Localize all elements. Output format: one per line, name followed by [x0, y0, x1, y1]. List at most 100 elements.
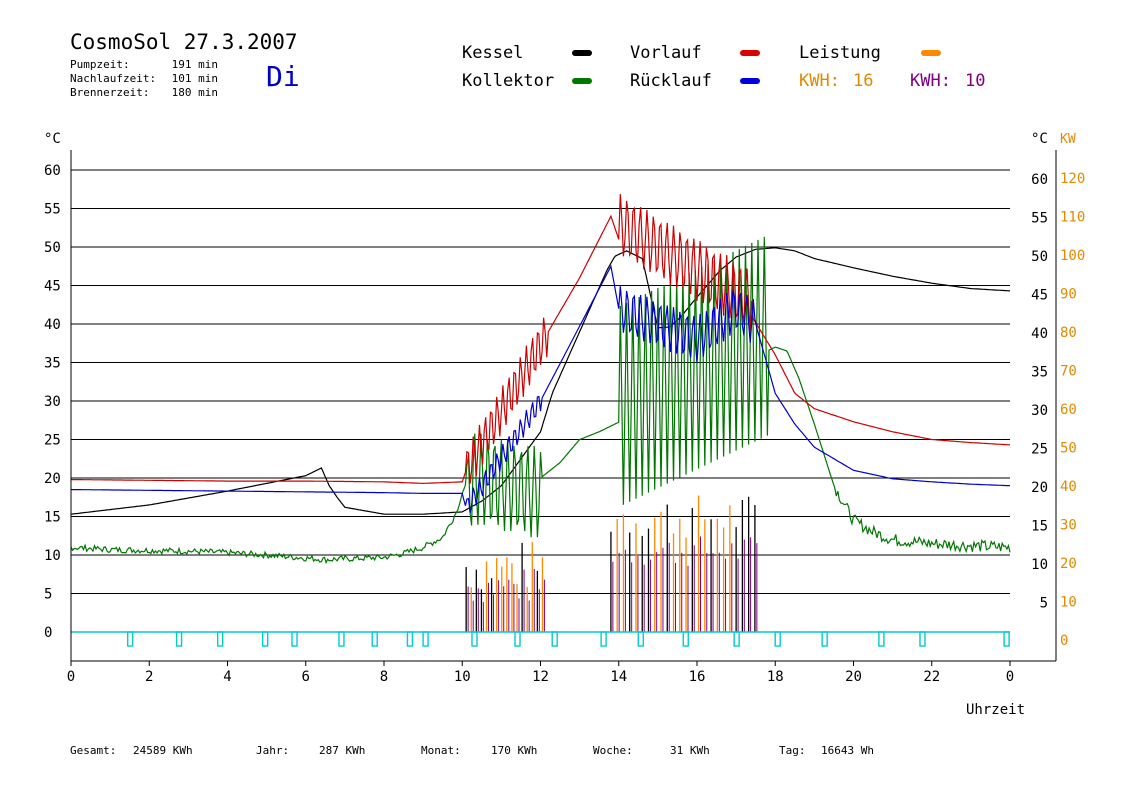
y-axis-right-unit-kw: KW [1060, 132, 1076, 147]
legend-vorlauf-label: Vorlauf [630, 43, 702, 63]
pump-pulse [600, 631, 607, 647]
y-tick-label-right: 35 [1031, 365, 1048, 381]
y-tick-label-left: 20 [44, 471, 61, 487]
pump-pulse [878, 631, 885, 647]
y-tick-label-left: 15 [44, 510, 61, 526]
y-tick-label-right: 55 [1031, 211, 1048, 227]
x-tick-label: 14 [610, 669, 627, 685]
x-tick-label: 4 [223, 669, 231, 685]
x-tick-label: 12 [532, 669, 549, 685]
pump-pulse [821, 631, 828, 647]
info-nachlaufzeit-label: Nachlaufzeit: [70, 72, 157, 85]
kw-tick-label: 20 [1060, 556, 1077, 572]
kw-tick-label: 40 [1060, 479, 1077, 495]
pump-pulse [551, 631, 558, 647]
kw-tick-label: 10 [1060, 595, 1077, 611]
x-tick-label: 6 [302, 669, 310, 685]
legend-leistung-swatch [921, 50, 941, 56]
y-tick-label-left: 35 [44, 356, 61, 372]
legend-kollektor-swatch [572, 78, 592, 84]
y-tick-label-right: 15 [1031, 519, 1048, 535]
pump-pulse [216, 631, 224, 647]
pump-pulse [371, 631, 378, 647]
y-tick-label-left: 30 [44, 394, 61, 410]
x-tick-label: 0 [1006, 669, 1014, 685]
pump-pulse [261, 631, 269, 647]
x-tick-label: 20 [845, 669, 862, 685]
y-tick-label-right: 50 [1031, 249, 1048, 265]
pump-pulse [291, 631, 298, 647]
footer-tag-label: Tag: [779, 744, 806, 757]
y-tick-label-left: 50 [44, 240, 61, 256]
y-tick-label-left: 5 [44, 587, 52, 603]
pump-pulse [422, 631, 429, 647]
y-tick-label-left: 10 [44, 548, 61, 564]
series-line-kollektor [70, 236, 1011, 565]
legend-kessel-label: Kessel [462, 43, 524, 63]
kw-tick-label: 70 [1060, 364, 1077, 380]
y-tick-label-left: 40 [44, 317, 61, 333]
pump-pulse [471, 631, 478, 647]
y-tick-label-left: 60 [44, 163, 61, 179]
y-tick-label-right: 25 [1031, 442, 1048, 458]
pump-pulse [126, 631, 134, 647]
y-tick-label-left: 55 [44, 202, 61, 218]
legend-kwh2-value: 10 [965, 71, 986, 91]
footer-gesamt-label: Gesamt: [70, 744, 117, 757]
legend-kwh2-label: KWH: [910, 71, 951, 91]
x-tick-label: 0 [67, 669, 75, 685]
pump-pulse [919, 631, 926, 647]
pump-pulse [338, 631, 345, 647]
kw-tick-label: 80 [1060, 325, 1077, 341]
kw-tick-label: 110 [1060, 210, 1085, 226]
pump-pulse [514, 631, 521, 647]
footer-gesamt-value: 24589 KWh [133, 744, 193, 757]
x-tick-label: 10 [454, 669, 471, 685]
x-tick-label: 8 [380, 669, 388, 685]
info-brennerzeit-value: 180 min [171, 86, 218, 99]
y-tick-label-right: 20 [1031, 480, 1048, 496]
footer-monat-label: Monat: [421, 744, 461, 757]
footer-woche-value: 31 KWh [670, 744, 710, 757]
kw-tick-label: 30 [1060, 518, 1077, 534]
y-tick-label-right: 5 [1040, 596, 1048, 612]
x-tick-label: 16 [689, 669, 706, 685]
y-axis-right-unit-c: °C [1031, 131, 1048, 147]
weekday-label: Di [266, 60, 300, 93]
pump-pulse [637, 631, 644, 647]
y-tick-label-right: 40 [1031, 326, 1048, 342]
info-nachlaufzeit-value: 101 min [171, 72, 218, 85]
pump-pulse [774, 631, 781, 647]
y-axis-left-unit: °C [44, 131, 61, 147]
chart-title: CosmoSol 27.3.2007 [70, 30, 298, 54]
pump-pulse [406, 631, 414, 647]
x-tick-label: 2 [145, 669, 153, 685]
y-tick-label-right: 60 [1031, 172, 1048, 188]
footer-jahr-label: Jahr: [256, 744, 290, 757]
legend-kwh1-value: 16 [853, 71, 874, 91]
kw-tick-label: 50 [1060, 441, 1077, 457]
y-tick-label-left: 0 [44, 625, 52, 641]
y-tick-label-left: 25 [44, 433, 61, 449]
y-tick-label-left: 45 [44, 279, 61, 295]
x-axis-label: Uhrzeit [966, 702, 1026, 718]
pump-pulse [733, 631, 740, 647]
legend-ruecklauf-label: Rücklauf [630, 71, 712, 91]
legend-ruecklauf-swatch [740, 78, 760, 84]
kw-tick-label: 90 [1060, 287, 1077, 303]
series-line-ruecklauf [70, 264, 1011, 514]
kw-tick-label: 0 [1060, 633, 1068, 649]
y-tick-label-right: 45 [1031, 288, 1048, 304]
x-tick-label: 18 [767, 669, 784, 685]
info-brennerzeit-label: Brennerzeit: [70, 86, 150, 99]
pump-pulse [1003, 631, 1010, 647]
kw-tick-label: 120 [1060, 171, 1085, 187]
legend-vorlauf-swatch [740, 50, 760, 56]
footer-tag-value: 16643 Wh [821, 744, 874, 757]
info-pumpzeit-value: 191 min [171, 58, 218, 71]
x-tick-label: 22 [923, 669, 940, 685]
footer-woche-label: Woche: [593, 744, 633, 757]
legend-kessel-swatch [572, 50, 592, 56]
footer-jahr-value: 287 KWh [319, 744, 366, 757]
